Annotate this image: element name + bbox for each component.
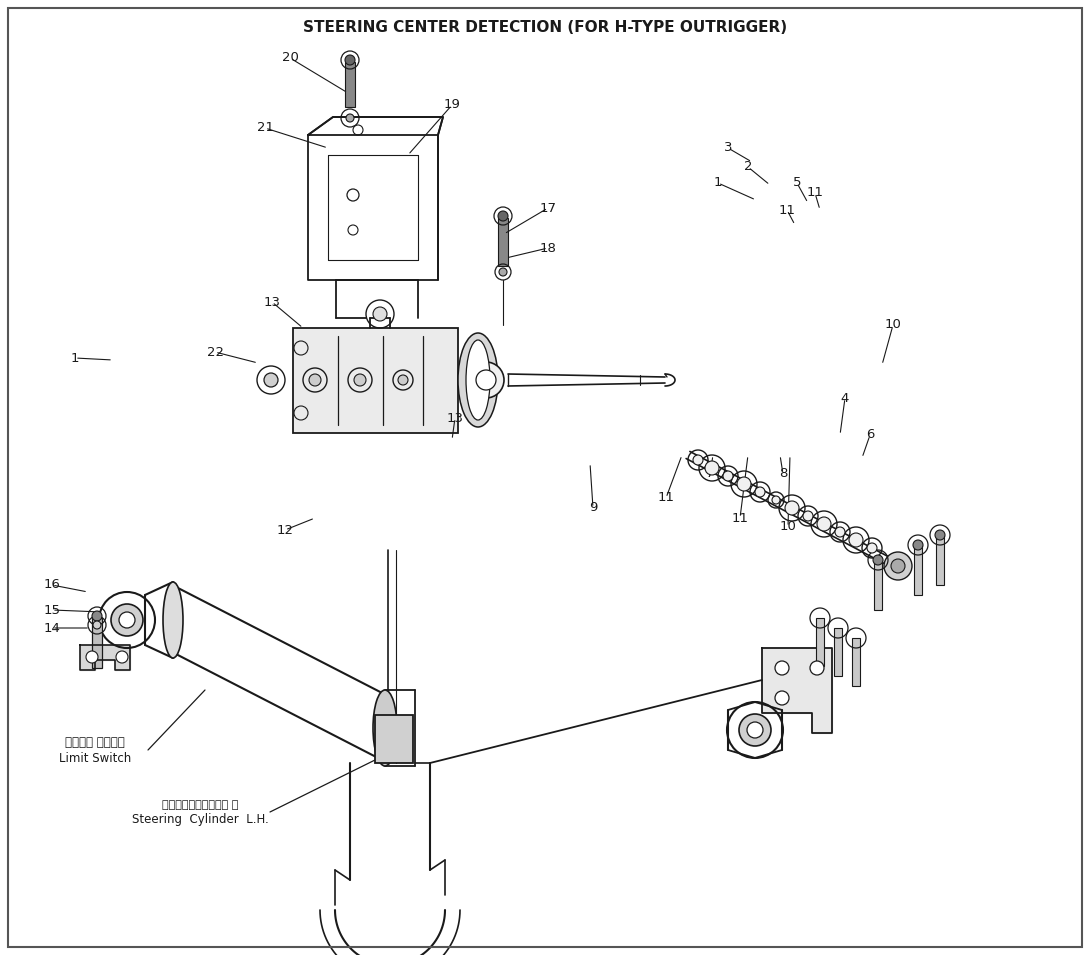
Circle shape [785,501,799,515]
Polygon shape [80,645,130,670]
Circle shape [264,373,278,387]
Circle shape [498,211,508,221]
Circle shape [737,477,751,491]
Circle shape [373,307,387,321]
Text: 8: 8 [779,468,787,480]
Text: 14: 14 [44,622,60,634]
Text: リミット スイッチ: リミット スイッチ [65,735,125,749]
Text: 11: 11 [778,203,796,217]
Circle shape [891,559,905,573]
Text: 16: 16 [44,579,60,591]
Circle shape [772,496,780,504]
Polygon shape [762,648,832,733]
Circle shape [884,552,912,580]
Circle shape [747,722,763,738]
Text: 18: 18 [540,242,556,254]
Circle shape [705,461,719,475]
Circle shape [92,611,102,621]
Text: 3: 3 [724,141,732,155]
Text: 7: 7 [705,468,714,480]
Circle shape [499,268,507,276]
Bar [816,618,824,666]
Circle shape [476,370,496,390]
Circle shape [835,527,845,537]
Circle shape [119,612,135,628]
Bar [834,628,841,676]
Circle shape [86,651,98,663]
Circle shape [775,661,789,675]
Bar [346,62,355,107]
Text: ステアリングシリンダ 左: ステアリングシリンダ 左 [161,800,239,810]
Circle shape [398,375,408,385]
Bar [498,218,508,266]
Text: 13: 13 [447,412,463,425]
Text: 5: 5 [792,177,801,189]
Text: Limit Switch: Limit Switch [59,752,131,765]
Circle shape [308,374,320,386]
Ellipse shape [467,340,490,420]
Text: 11: 11 [657,492,675,504]
Circle shape [803,511,813,521]
Text: 2: 2 [743,160,752,174]
Text: STEERING CENTER DETECTION (FOR H-TYPE OUTRIGGER): STEERING CENTER DETECTION (FOR H-TYPE OU… [303,20,787,35]
Circle shape [693,455,703,465]
Text: Steering  Cylinder  L.H.: Steering Cylinder L.H. [132,814,268,826]
Text: 6: 6 [865,429,874,441]
Circle shape [116,651,128,663]
Circle shape [935,530,945,540]
Circle shape [775,691,789,705]
Text: 13: 13 [264,295,280,308]
Circle shape [346,55,355,65]
Circle shape [111,604,143,636]
Text: 9: 9 [589,501,597,515]
Circle shape [818,517,831,531]
Text: 11: 11 [807,186,824,200]
Text: 20: 20 [281,52,299,65]
Circle shape [810,661,824,675]
Circle shape [739,714,771,746]
Bar [375,715,413,763]
Text: 17: 17 [540,202,557,215]
Text: 10: 10 [885,319,901,331]
Bar [92,618,102,668]
Ellipse shape [373,690,397,766]
Circle shape [93,621,101,629]
Bar [936,535,944,585]
Text: 4: 4 [840,392,849,405]
Circle shape [849,533,863,547]
Text: 22: 22 [206,346,223,358]
Text: 1: 1 [714,177,723,189]
Text: 19: 19 [444,98,460,112]
Text: 21: 21 [256,121,274,135]
Ellipse shape [458,333,498,427]
Bar [915,545,922,595]
Bar [293,328,458,433]
Circle shape [346,114,354,122]
Circle shape [723,471,732,481]
Circle shape [755,487,765,497]
Bar [852,638,860,686]
Text: 12: 12 [277,523,293,537]
Circle shape [468,362,504,398]
Circle shape [867,543,877,553]
Circle shape [354,374,366,386]
Text: 15: 15 [44,604,61,617]
Text: 10: 10 [779,520,797,534]
Bar [874,560,882,610]
Text: 1: 1 [71,351,80,365]
Circle shape [913,540,923,550]
Text: 11: 11 [731,512,749,524]
Circle shape [873,555,883,565]
Ellipse shape [164,582,183,658]
